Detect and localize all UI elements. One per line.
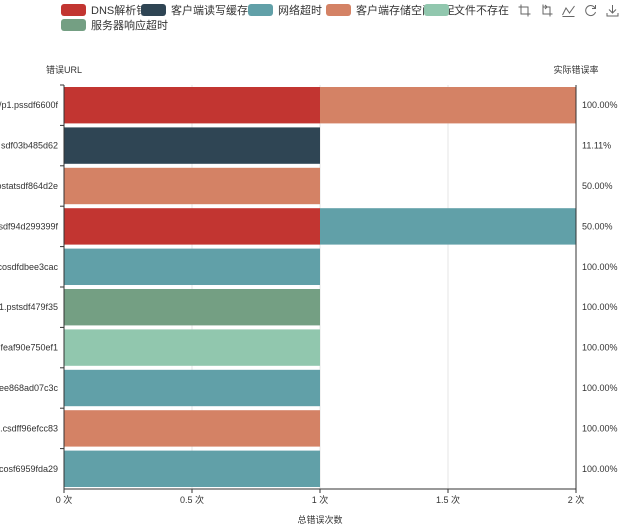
restore-icon[interactable] <box>584 4 597 17</box>
bar-segment <box>64 127 320 164</box>
y-tick-label: ee868ad07c3c <box>0 383 58 393</box>
bar-segment <box>64 369 320 407</box>
zoom-icon[interactable] <box>518 4 531 17</box>
y2-tick-label: 100.00% <box>582 464 618 474</box>
y-tick-label: /p1.pssdf6600f <box>0 100 58 110</box>
x-tick-label: 0 次 <box>56 494 73 505</box>
bar-segment <box>64 208 320 245</box>
y-tick-label: sdf94d299399f <box>0 221 58 231</box>
legend-swatch <box>326 4 351 16</box>
legend-swatch <box>141 4 166 16</box>
bar-segment <box>64 167 320 205</box>
x-tick-label: 1 次 <box>312 494 329 505</box>
chart-toolbox <box>518 4 619 17</box>
legend-label: 服务器响应超时 <box>91 20 168 32</box>
y-axis-title: 错误URL <box>46 64 82 75</box>
bar-segment <box>64 289 320 326</box>
y2-tick-label: 100.00% <box>582 302 618 312</box>
bar-segment <box>64 248 320 285</box>
legend-label: 文件不存在 <box>454 5 509 17</box>
legend-item[interactable]: 客户端读写缓存错误 <box>141 3 270 17</box>
y2-tick-label: 100.00% <box>582 100 618 110</box>
y-tick-label: cosdfdbee3cac <box>0 262 58 272</box>
bar-segment <box>320 208 576 245</box>
bar-segment <box>64 87 320 124</box>
y2-tick-label: 50.00% <box>582 181 613 191</box>
y-tick-label: cosf6959fda29 <box>0 464 58 474</box>
y2-tick-label: 100.00% <box>582 343 618 353</box>
legend-swatch <box>61 4 86 16</box>
x-tick-label: 0.5 次 <box>180 494 204 505</box>
legend-item[interactable]: 服务器响应超时 <box>61 18 168 32</box>
x-tick-label: 1.5 次 <box>436 494 460 505</box>
x-tick-label: 2 次 <box>568 494 585 505</box>
y-tick-label: 1.pstsdf479f35 <box>0 302 58 312</box>
bar-segment <box>64 329 320 366</box>
y2-tick-label: 11.11% <box>582 141 611 151</box>
legend-item[interactable]: 文件不存在 <box>424 3 509 17</box>
y-tick-label: feaf90e750ef1 <box>0 343 58 353</box>
y2-tick-label: 100.00% <box>582 423 618 433</box>
y-tick-label: ostatsdf864d2e <box>0 181 58 191</box>
legend-swatch <box>248 4 273 16</box>
legend-swatch <box>61 19 86 31</box>
legend-item[interactable]: 网络超时 <box>248 3 322 17</box>
bar-segment <box>64 450 320 487</box>
zoom-reset-icon[interactable] <box>540 4 553 17</box>
y-tick-label: .csdff96efcc83 <box>0 423 58 433</box>
x-axis-title: 总错误次数 <box>297 514 342 525</box>
bar-segment <box>320 87 576 124</box>
legend-label: 客户端读写缓存错误 <box>171 5 270 17</box>
y2-tick-label: 100.00% <box>582 262 618 272</box>
legend-swatch <box>424 4 449 16</box>
legend-label: 网络超时 <box>278 5 322 17</box>
y2-tick-label: 100.00% <box>582 383 618 393</box>
y2-axis-title: 实际错误率 <box>553 64 598 75</box>
line-chart-icon[interactable] <box>562 4 575 17</box>
y2-tick-label: 50.00% <box>582 221 613 231</box>
y-tick-label: sdf03b485d62 <box>1 141 58 151</box>
download-icon[interactable] <box>606 4 619 17</box>
bar-segment <box>64 410 320 447</box>
